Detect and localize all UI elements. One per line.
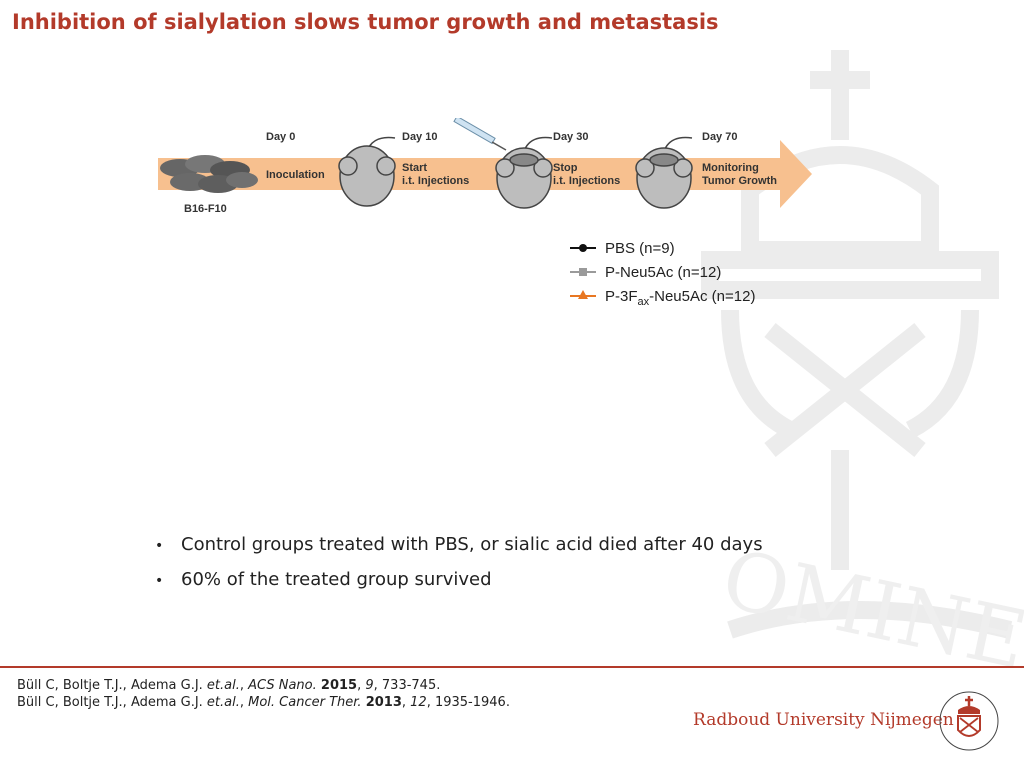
day-label: Day 10: [402, 131, 437, 143]
bullet-text: 60% of the treated group survived: [181, 569, 492, 590]
legend: PBS (n=9) P-Neu5Ac (n=12) P-3Fax-Neu5Ac …: [570, 240, 755, 308]
legend-label: P-Neu5Ac (n=12): [605, 264, 721, 281]
bullet-icon: •: [155, 573, 164, 589]
day-label: Day 30: [553, 131, 588, 143]
bullet-text: Control groups treated with PBS, or sial…: [181, 534, 763, 555]
footer-divider: [0, 666, 1024, 668]
day-label: Day 70: [702, 131, 737, 143]
syringe-icon: [453, 118, 507, 151]
timeline-figure: B16-F10 Day 0 Day 10 Day 30 Day 70 Inocu…: [158, 118, 812, 308]
references: Büll C, Boltje T.J., Adema G.J. et.al., …: [17, 677, 510, 711]
mouse-icon: [495, 136, 553, 209]
legend-marker-triangle: [578, 290, 588, 299]
bullet-icon: •: [155, 538, 164, 554]
step-label: i.t. Injections: [402, 175, 469, 187]
reference-item: Büll C, Boltje T.J., Adema G.J. et.al., …: [17, 695, 510, 710]
university-name: Radboud University Nijmegen: [693, 710, 954, 730]
tumor-cells-icon: [160, 155, 258, 193]
legend-marker-square: [579, 268, 587, 276]
cell-line-label: B16-F10: [184, 203, 227, 215]
bullet-item: • 60% of the treated group survived: [155, 569, 763, 604]
step-label: i.t. Injections: [553, 175, 620, 187]
mouse-icon: [635, 136, 693, 209]
legend-marker-circle: [579, 244, 587, 252]
bullet-item: • Control groups treated with PBS, or si…: [155, 534, 763, 569]
step-label: Monitoring: [702, 162, 759, 174]
step-label: Inoculation: [266, 169, 325, 181]
mouse-icon: [338, 136, 396, 207]
legend-label: P-3Fax-Neu5Ac (n=12): [605, 288, 755, 308]
timeline-arrow: [158, 140, 812, 208]
day-label: Day 0: [266, 131, 295, 143]
step-label: Stop: [553, 162, 578, 174]
step-label: Tumor Growth: [702, 175, 777, 187]
slide-title: Inhibition of sialylation slows tumor gr…: [12, 10, 719, 34]
university-crest-icon: [939, 691, 999, 751]
reference-item: Büll C, Boltje T.J., Adema G.J. et.al., …: [17, 678, 441, 693]
bullet-list: • Control groups treated with PBS, or si…: [155, 534, 763, 604]
legend-label: PBS (n=9): [605, 240, 675, 257]
step-label: Start: [402, 162, 427, 174]
